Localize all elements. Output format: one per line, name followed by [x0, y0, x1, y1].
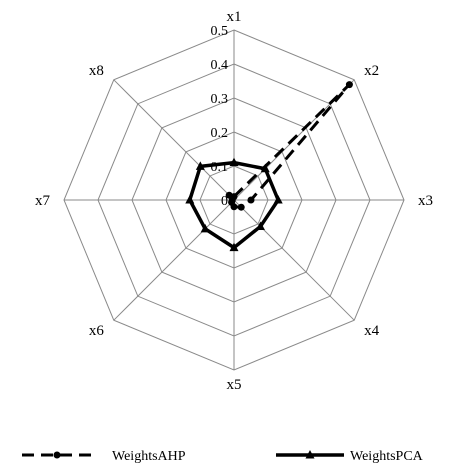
legend: WeightsAHP WeightsPCA	[22, 449, 424, 464]
axis-labels: x1 x2 x3 x4 x5 x6 x7 x8	[35, 9, 433, 393]
axis-label-x2: x2	[364, 63, 379, 79]
tick-label-0.3: 0.3	[211, 92, 229, 107]
point-weightspca-x4	[255, 221, 265, 230]
point-weightspca-x6	[200, 223, 210, 233]
legend-marker-weightsahp	[53, 451, 61, 459]
legend-marker-weightspca	[305, 450, 315, 459]
radar-axes	[64, 30, 404, 370]
point-weightspca-x7	[185, 195, 195, 204]
radial-tick-labels: 00.10.20.30.40.5	[211, 24, 229, 209]
axis-label-x1: x1	[227, 9, 242, 25]
tick-label-0: 0	[221, 194, 228, 209]
spoke-x4	[233, 199, 355, 321]
point-weightsahp-x3	[247, 196, 255, 204]
tick-label-0.4: 0.4	[211, 58, 229, 73]
point-weightsahp-x8	[225, 191, 233, 199]
axis-label-x7: x7	[35, 193, 51, 209]
axis-label-x3: x3	[418, 193, 433, 209]
point-weightspca-x5	[229, 242, 239, 252]
axis-label-x8: x8	[89, 63, 104, 79]
tick-label-0.2: 0.2	[211, 126, 229, 141]
series-layer	[185, 81, 353, 252]
legend-label-weightsahp: WeightsAHP	[112, 449, 186, 464]
spoke-x6	[113, 199, 235, 321]
legend-label-weightspca: WeightsPCA	[350, 449, 424, 464]
point-weightsahp-x2	[345, 81, 353, 89]
point-weightspca-x2	[260, 163, 270, 173]
spoke-x8	[113, 79, 235, 201]
point-weightspca-x3	[273, 195, 283, 204]
tick-label-0.5: 0.5	[211, 24, 229, 39]
axis-label-x4: x4	[364, 323, 380, 339]
point-weightspca-x8	[195, 161, 205, 170]
axis-label-x5: x5	[227, 377, 242, 393]
axis-label-x6: x6	[89, 323, 105, 339]
point-weightsahp-x4	[237, 203, 245, 211]
point-weightspca-x1	[229, 157, 239, 167]
